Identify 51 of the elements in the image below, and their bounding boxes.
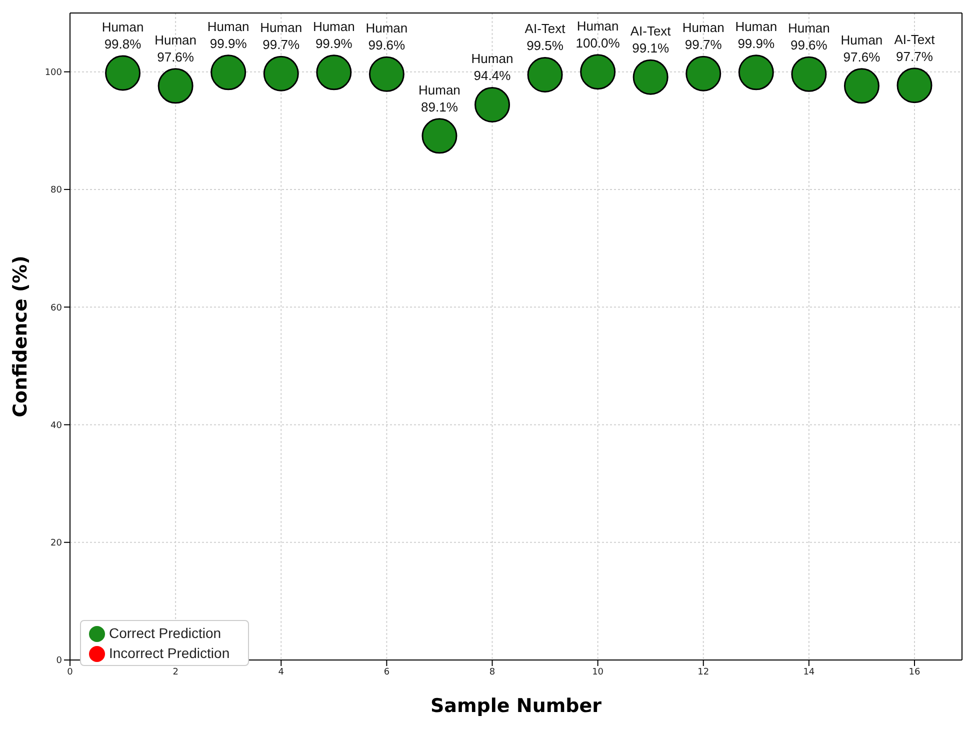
point — [158, 68, 194, 104]
data-label: Human 97.6% — [840, 32, 883, 64]
data-label: Human 99.9% — [207, 18, 250, 51]
y-axis-title: Confidence (%) — [10, 256, 32, 418]
point — [844, 68, 880, 104]
y-tick-label: 100 — [44, 68, 62, 78]
data-label: AI-Text 99.5% — [524, 21, 566, 54]
x-tick-label: 12 — [698, 667, 710, 678]
data-label: AI-Text 99.1% — [630, 24, 672, 56]
data-label: Human 99.9% — [312, 18, 355, 51]
y-tick-label: 0 — [56, 656, 62, 666]
data-label: Human 99.9% — [735, 18, 778, 51]
point — [263, 56, 299, 92]
point — [368, 56, 404, 92]
x-tick-label: 14 — [803, 667, 815, 678]
data-label: Human 99.6% — [788, 20, 830, 53]
data-label: Human 97.6% — [154, 32, 197, 64]
x-tick-label: 2 — [172, 667, 178, 678]
legend-label: Correct Prediction — [109, 625, 222, 641]
data-label: Human 99.7% — [260, 20, 302, 52]
point — [474, 87, 510, 123]
x-tick-label: 16 — [908, 667, 920, 678]
y-tick-label: 20 — [50, 538, 62, 549]
data-label: Human 99.7% — [682, 20, 724, 52]
x-axis-title: Sample Number — [430, 695, 602, 717]
x-tick-label: 8 — [489, 667, 496, 678]
point — [210, 54, 246, 90]
legend-label: Incorrect Prediction — [109, 645, 230, 661]
point — [896, 68, 932, 104]
data-label: Human 100.0% — [576, 18, 620, 50]
point — [316, 54, 352, 90]
x-tick-label: 4 — [278, 667, 284, 678]
data-label: Human 94.4% — [471, 51, 514, 84]
point — [686, 56, 722, 92]
x-tick-label: 6 — [384, 667, 390, 678]
point — [105, 55, 141, 91]
data-label: Human 89.1% — [418, 82, 460, 114]
x-tick-label: 10 — [592, 667, 604, 678]
data-label: AI-Text 97.7% — [894, 32, 936, 64]
point — [527, 57, 563, 93]
y-tick-label: 80 — [50, 186, 62, 196]
point — [422, 118, 458, 154]
data-label: Human 99.8% — [102, 19, 144, 52]
point — [738, 54, 774, 90]
y-tick-label: 40 — [50, 420, 62, 431]
point — [580, 54, 616, 90]
y-tick-label: 60 — [50, 303, 62, 314]
data-label: Human 99.6% — [366, 20, 408, 53]
point — [632, 59, 668, 95]
point — [791, 56, 827, 92]
x-tick-label: 0 — [67, 667, 74, 678]
